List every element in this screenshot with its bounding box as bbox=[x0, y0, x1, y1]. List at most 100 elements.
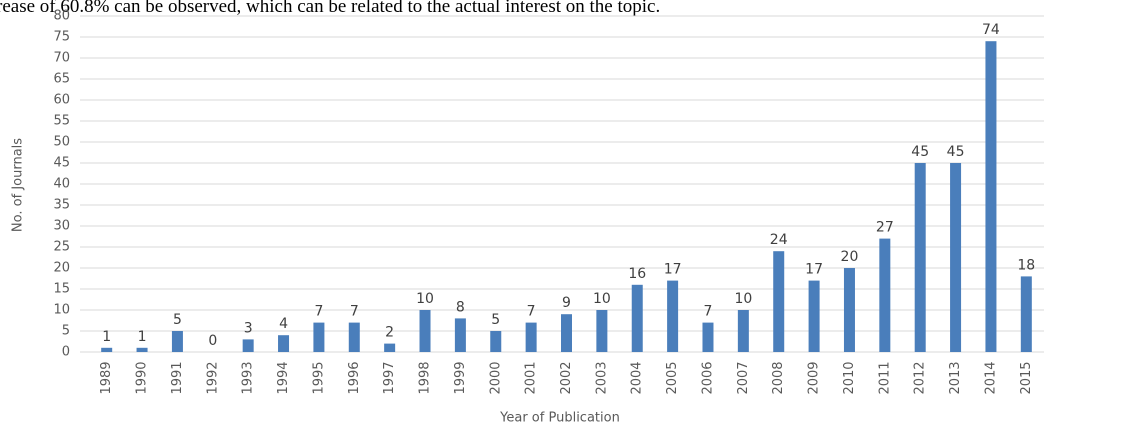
value-label: 45 bbox=[947, 144, 965, 160]
bar bbox=[843, 268, 855, 352]
y-tick-label: 75 bbox=[53, 30, 70, 45]
x-tick-label: 1990 bbox=[135, 361, 150, 394]
y-tick-label: 35 bbox=[53, 198, 70, 213]
value-label: 1 bbox=[138, 329, 147, 345]
bar bbox=[773, 251, 785, 352]
bar bbox=[879, 238, 891, 352]
bar bbox=[1020, 276, 1032, 352]
x-axis-title: Year of Publication bbox=[499, 411, 620, 426]
y-tick-label: 15 bbox=[53, 282, 70, 297]
bar bbox=[313, 322, 325, 352]
x-tick-label: 2003 bbox=[594, 361, 609, 394]
value-label: 7 bbox=[350, 304, 359, 320]
value-label: 0 bbox=[208, 333, 217, 349]
bar bbox=[101, 347, 113, 352]
bar bbox=[384, 343, 396, 352]
x-tick-label: 1999 bbox=[453, 361, 468, 394]
x-tick-label: 1991 bbox=[170, 361, 185, 394]
value-label: 24 bbox=[770, 232, 788, 248]
bar bbox=[737, 310, 749, 352]
bar bbox=[808, 280, 820, 352]
x-tick-label: 1996 bbox=[347, 361, 362, 394]
x-tick-label: 2000 bbox=[488, 361, 503, 394]
bar bbox=[561, 314, 572, 352]
bar bbox=[278, 335, 290, 352]
x-tick-label: 2011 bbox=[877, 361, 892, 394]
y-tick-label: 55 bbox=[53, 114, 70, 129]
x-tick-label: 1998 bbox=[418, 361, 433, 394]
bar bbox=[242, 339, 254, 352]
y-tick-label: 70 bbox=[53, 51, 70, 66]
value-label: 5 bbox=[173, 312, 182, 328]
x-tick-label: 1997 bbox=[382, 361, 397, 394]
y-tick-label: 5 bbox=[62, 324, 70, 339]
bar bbox=[631, 284, 643, 352]
value-label: 7 bbox=[704, 304, 713, 320]
value-label: 16 bbox=[628, 266, 646, 282]
x-tick-label: 1989 bbox=[99, 361, 114, 394]
value-label: 27 bbox=[876, 220, 894, 236]
y-axis-title: No. of Journals bbox=[11, 138, 26, 232]
bar bbox=[985, 41, 997, 352]
x-tick-label: 2007 bbox=[736, 361, 751, 394]
bar bbox=[419, 310, 431, 352]
value-label: 10 bbox=[734, 291, 752, 307]
x-tick-label: 2014 bbox=[983, 361, 998, 394]
x-tick-label: 2002 bbox=[559, 361, 574, 394]
bar bbox=[525, 322, 537, 352]
y-tick-label: 20 bbox=[53, 261, 70, 276]
x-tick-label: 1994 bbox=[276, 361, 291, 394]
x-tick-label: 2015 bbox=[1019, 361, 1034, 394]
y-tick-label: 25 bbox=[53, 240, 70, 255]
y-tick-label: 0 bbox=[62, 345, 70, 360]
y-tick-label: 65 bbox=[53, 72, 70, 87]
x-tick-label: 1992 bbox=[205, 361, 220, 394]
value-label: 74 bbox=[982, 22, 1000, 38]
value-label: 5 bbox=[491, 312, 500, 328]
lead-text: rease of 60.8% can be observed, which ca… bbox=[0, 0, 660, 17]
value-label: 20 bbox=[841, 249, 859, 265]
y-tick-label: 50 bbox=[53, 135, 70, 150]
value-label: 45 bbox=[911, 144, 929, 160]
value-label: 10 bbox=[416, 291, 434, 307]
y-tick-label: 80 bbox=[53, 9, 70, 24]
x-tick-label: 2004 bbox=[630, 361, 645, 394]
value-label: 7 bbox=[314, 304, 323, 320]
value-label: 8 bbox=[456, 299, 465, 315]
value-label: 4 bbox=[279, 316, 288, 332]
y-tick-label: 40 bbox=[53, 177, 70, 192]
value-label: 17 bbox=[664, 262, 682, 278]
value-label: 17 bbox=[805, 262, 823, 278]
bar bbox=[950, 163, 962, 352]
x-tick-label: 2010 bbox=[842, 361, 857, 394]
bar bbox=[454, 318, 466, 352]
bar bbox=[136, 347, 148, 352]
value-label: 2 bbox=[385, 325, 394, 341]
value-label: 9 bbox=[562, 295, 571, 311]
y-tick-label: 30 bbox=[53, 219, 70, 234]
bar bbox=[171, 331, 183, 352]
bar bbox=[596, 310, 608, 352]
x-tick-label: 2013 bbox=[948, 361, 963, 394]
x-tick-label: 2008 bbox=[771, 361, 786, 394]
x-tick-label: 2006 bbox=[700, 361, 715, 394]
value-label: 1 bbox=[102, 329, 111, 345]
x-tick-label: 1993 bbox=[241, 361, 256, 394]
y-tick-label: 45 bbox=[53, 156, 70, 171]
y-tick-label: 60 bbox=[53, 93, 70, 108]
value-label: 10 bbox=[593, 291, 611, 307]
bar bbox=[348, 322, 360, 352]
bar bbox=[490, 331, 502, 352]
x-tick-label: 2005 bbox=[665, 361, 680, 394]
bar bbox=[914, 163, 926, 352]
x-tick-label: 2001 bbox=[524, 361, 539, 394]
x-tick-label: 1995 bbox=[311, 361, 326, 394]
bar bbox=[702, 322, 714, 352]
value-label: 18 bbox=[1017, 257, 1035, 273]
x-tick-label: 2009 bbox=[807, 361, 822, 394]
value-label: 7 bbox=[527, 304, 536, 320]
x-tick-label: 2012 bbox=[913, 361, 928, 394]
y-tick-label: 10 bbox=[53, 303, 70, 318]
value-label: 3 bbox=[244, 320, 253, 336]
